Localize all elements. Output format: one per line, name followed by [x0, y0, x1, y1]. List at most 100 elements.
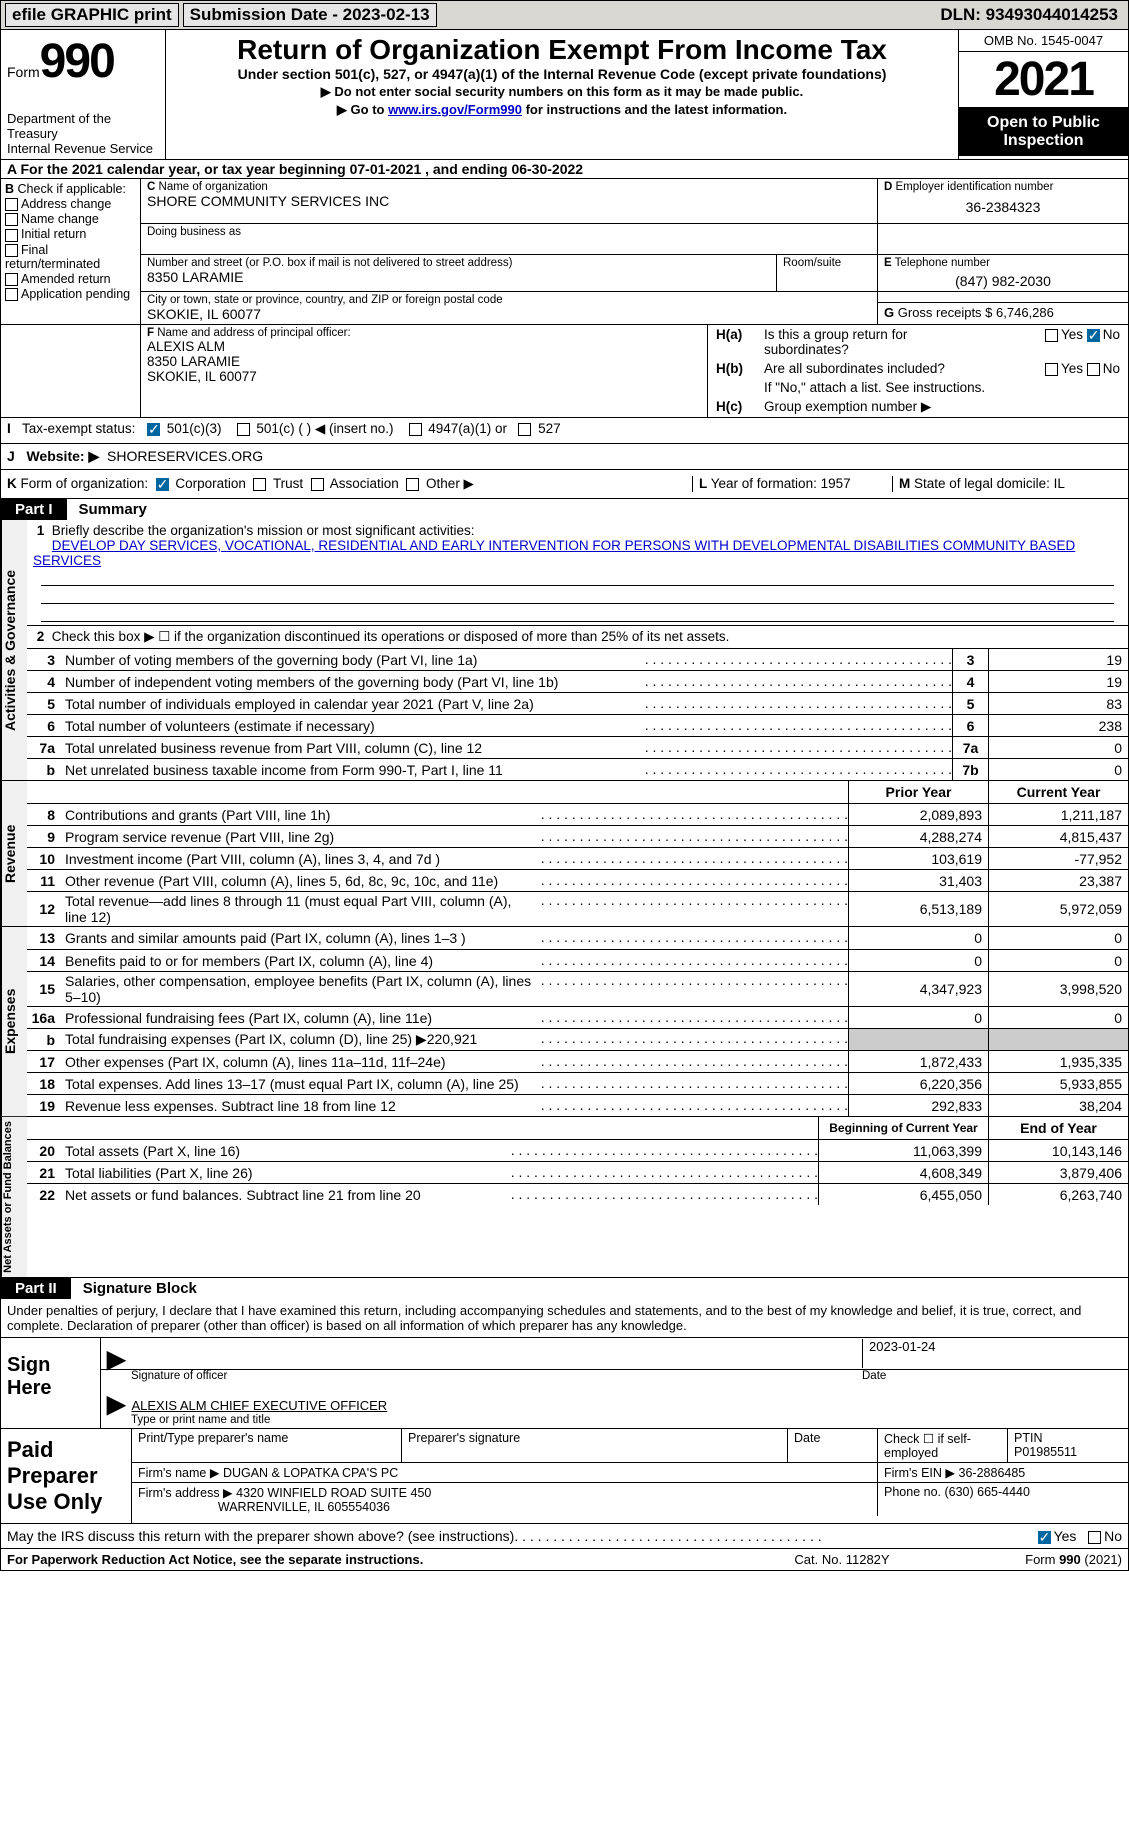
sign-here-label: Sign Here	[1, 1338, 101, 1428]
current-year-val: 0	[988, 927, 1128, 949]
org-name: SHORE COMMUNITY SERVICES INC	[147, 193, 871, 209]
prior-year-val: 103,619	[848, 848, 988, 869]
summary-line: bNet unrelated business taxable income f…	[27, 758, 1128, 780]
k-row: K Form of organization: Corporation Trus…	[1, 470, 1128, 499]
goto-pre: Go to	[351, 102, 389, 117]
line-2: 2 Check this box ▶ ☐ if the organization…	[27, 625, 1128, 648]
summary-line: 19Revenue less expenses. Subtract line 1…	[27, 1094, 1128, 1116]
header-middle: Return of Organization Exempt From Incom…	[166, 30, 958, 159]
firm-name-lbl: Firm's name ▶	[138, 1466, 219, 1480]
line-num: 13	[27, 930, 61, 946]
vtab-expenses: Expenses	[1, 927, 27, 1116]
cat-no: Cat. No. 11282Y	[742, 1552, 942, 1567]
line-num: 4	[27, 674, 61, 690]
prep-ptin-cell: PTIN P01985511	[1008, 1429, 1128, 1462]
end-year-hdr: End of Year	[988, 1117, 1128, 1139]
governance-section: Activities & Governance 1 Briefly descri…	[1, 520, 1128, 781]
line-desc: Investment income (Part VIII, column (A)…	[61, 850, 541, 868]
current-year-val: 5,972,059	[988, 892, 1128, 926]
line-num: 10	[27, 851, 61, 867]
i-501c3: 501(c)(3)	[167, 421, 222, 436]
prior-year-val: 4,288,274	[848, 826, 988, 847]
dln: DLN: 93493044014253	[940, 5, 1124, 25]
current-year-hdr: Current Year	[988, 781, 1128, 803]
i-lbl: Tax-exempt status:	[22, 421, 135, 436]
line-desc: Total unrelated business revenue from Pa…	[61, 739, 645, 757]
addr-lbl: Number and street (or P.O. box if mail i…	[147, 257, 770, 269]
c-name-lbl: Name of organization	[159, 181, 268, 193]
prior-year-val: 4,608,349	[818, 1162, 988, 1183]
line-num: 8	[27, 807, 61, 823]
year-formation: 1957	[821, 476, 851, 491]
discuss-no: No	[1104, 1528, 1122, 1544]
prior-year-hdr: Prior Year	[848, 781, 988, 803]
line-desc: Professional fundraising fees (Part IX, …	[61, 1009, 541, 1027]
c-name-cell: C Name of organization SHORE COMMUNITY S…	[141, 179, 878, 223]
gross-receipts: 6,746,286	[996, 305, 1054, 320]
irs: Internal Revenue Service	[7, 141, 159, 155]
line-desc: Total fundraising expenses (Part IX, col…	[61, 1030, 541, 1049]
line-desc: Program service revenue (Part VIII, line…	[61, 828, 541, 846]
line-num: 18	[27, 1076, 61, 1092]
prior-year-val: 31,403	[848, 870, 988, 891]
line-desc: Net unrelated business taxable income fr…	[61, 761, 645, 779]
line-num: b	[27, 1032, 61, 1048]
efile-button[interactable]: efile GRAPHIC print	[5, 3, 179, 27]
prior-year-val: 11,063,399	[818, 1140, 988, 1161]
b-header: Check if applicable:	[18, 182, 126, 196]
discuss-row: May the IRS discuss this return with the…	[1, 1524, 1128, 1549]
summary-line: 7aTotal unrelated business revenue from …	[27, 736, 1128, 758]
current-year-val: 0	[988, 950, 1128, 971]
line-value: 83	[988, 693, 1128, 714]
prep-name-lbl: Print/Type preparer's name	[132, 1429, 402, 1462]
dept-treasury: Department of the Treasury	[7, 111, 159, 141]
prior-year-val: 6,513,189	[848, 892, 988, 926]
form-word: Form	[7, 64, 40, 80]
col-b: B Check if applicable: Address change Na…	[1, 179, 141, 324]
city-lbl: City or town, state or province, country…	[147, 294, 871, 306]
netassets-section: Net Assets or Fund Balances Beginning of…	[1, 1117, 1128, 1278]
firm-addr1: 4320 WINFIELD ROAD SUITE 450	[236, 1486, 431, 1500]
firm-name: DUGAN & LOPATKA CPA'S PC	[223, 1466, 398, 1480]
line-desc: Grants and similar amounts paid (Part IX…	[61, 929, 541, 947]
k-trust: Trust	[273, 476, 303, 491]
summary-line: 5Total number of individuals employed in…	[27, 692, 1128, 714]
current-year-val: 3,998,520	[988, 972, 1128, 1006]
line-num: 6	[27, 718, 61, 734]
summary-line: 4Number of independent voting members of…	[27, 670, 1128, 692]
col-cd: C Name of organization SHORE COMMUNITY S…	[141, 179, 1128, 324]
k-corp: Corporation	[175, 476, 246, 491]
f-lbl: Name and address of principal officer:	[157, 327, 350, 339]
period-row: A For the 2021 calendar year, or tax yea…	[1, 160, 1128, 179]
line-desc: Total number of volunteers (estimate if …	[61, 717, 645, 735]
summary-line: 3Number of voting members of the governi…	[27, 648, 1128, 670]
e-lbl: Telephone number	[895, 257, 990, 269]
ptin-lbl: PTIN	[1014, 1431, 1042, 1445]
line-num: 22	[27, 1187, 61, 1203]
current-year-val: 3,879,406	[988, 1162, 1128, 1183]
line-num: 5	[27, 696, 61, 712]
dba-cell: Doing business as	[141, 224, 878, 254]
d-cell: D Employer identification number 36-2384…	[878, 179, 1128, 223]
current-year-val: 38,204	[988, 1095, 1128, 1116]
sig-arrow-icon: ▶	[107, 1353, 125, 1367]
f-cell: F Name and address of principal officer:…	[141, 325, 708, 417]
vtab-governance: Activities & Governance	[1, 520, 27, 780]
line-desc: Net assets or fund balances. Subtract li…	[61, 1186, 511, 1204]
form-subtitle: Under section 501(c), 527, or 4947(a)(1)…	[172, 66, 952, 82]
line-desc: Total expenses. Add lines 13–17 (must eq…	[61, 1075, 541, 1093]
ck-final: Final return/terminated	[5, 243, 100, 271]
summary-line: 21Total liabilities (Part X, line 26)4,6…	[27, 1161, 1128, 1183]
d-cont	[878, 224, 1128, 254]
period-text: For the 2021 calendar year, or tax year …	[20, 161, 583, 177]
line-desc: Contributions and grants (Part VIII, lin…	[61, 806, 541, 824]
officer-printed-name: ALEXIS ALM CHIEF EXECUTIVE OFFICER	[131, 1398, 1122, 1413]
sig-date: 2023-01-24	[862, 1339, 1122, 1368]
addr-row: Number and street (or P.O. box if mail i…	[141, 255, 878, 291]
omb-number: OMB No. 1545-0047	[959, 30, 1128, 52]
summary-line: 13Grants and similar amounts paid (Part …	[27, 927, 1128, 949]
summary-line: 15Salaries, other compensation, employee…	[27, 971, 1128, 1006]
irs-link[interactable]: www.irs.gov/Form990	[388, 102, 522, 117]
i-527: 527	[538, 421, 561, 436]
summary-line: 17Other expenses (Part IX, column (A), l…	[27, 1050, 1128, 1072]
